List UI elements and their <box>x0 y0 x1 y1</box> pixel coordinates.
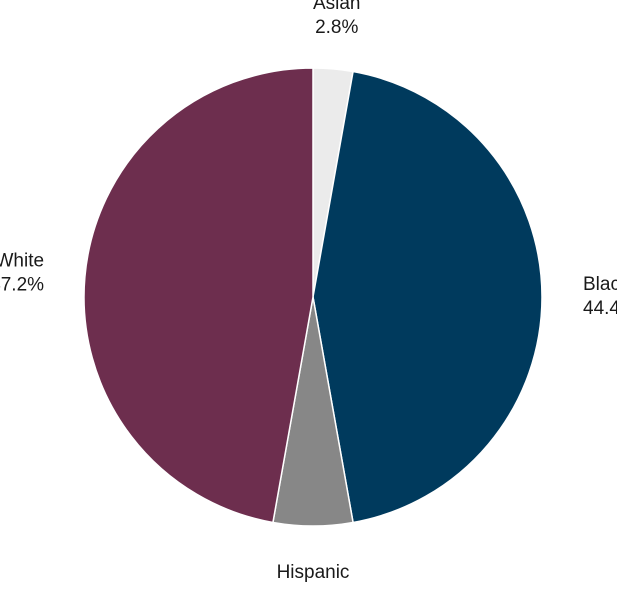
pie-label-black: Black 44.4% <box>583 274 617 319</box>
pie-label-category: Black <box>583 274 617 295</box>
pie-slice-black <box>312 70 543 524</box>
pie-label-category: White <box>0 250 44 271</box>
pie-label-asian: Asian 2.8% <box>313 0 361 38</box>
pie-slices <box>83 67 543 527</box>
pie-label-value: 47.2% <box>0 274 44 295</box>
pie-label-hispanic: Hispanic5.6% <box>277 562 350 590</box>
pie-label-category: Hispanic <box>277 562 350 583</box>
pie-label-value: 44.4% <box>583 298 617 319</box>
pie-label-white: White 47.2% <box>0 250 44 295</box>
pie-label-value: 2.8% <box>315 17 358 38</box>
pie-label-category: Asian <box>313 0 361 14</box>
pie-slice-white <box>83 67 314 524</box>
